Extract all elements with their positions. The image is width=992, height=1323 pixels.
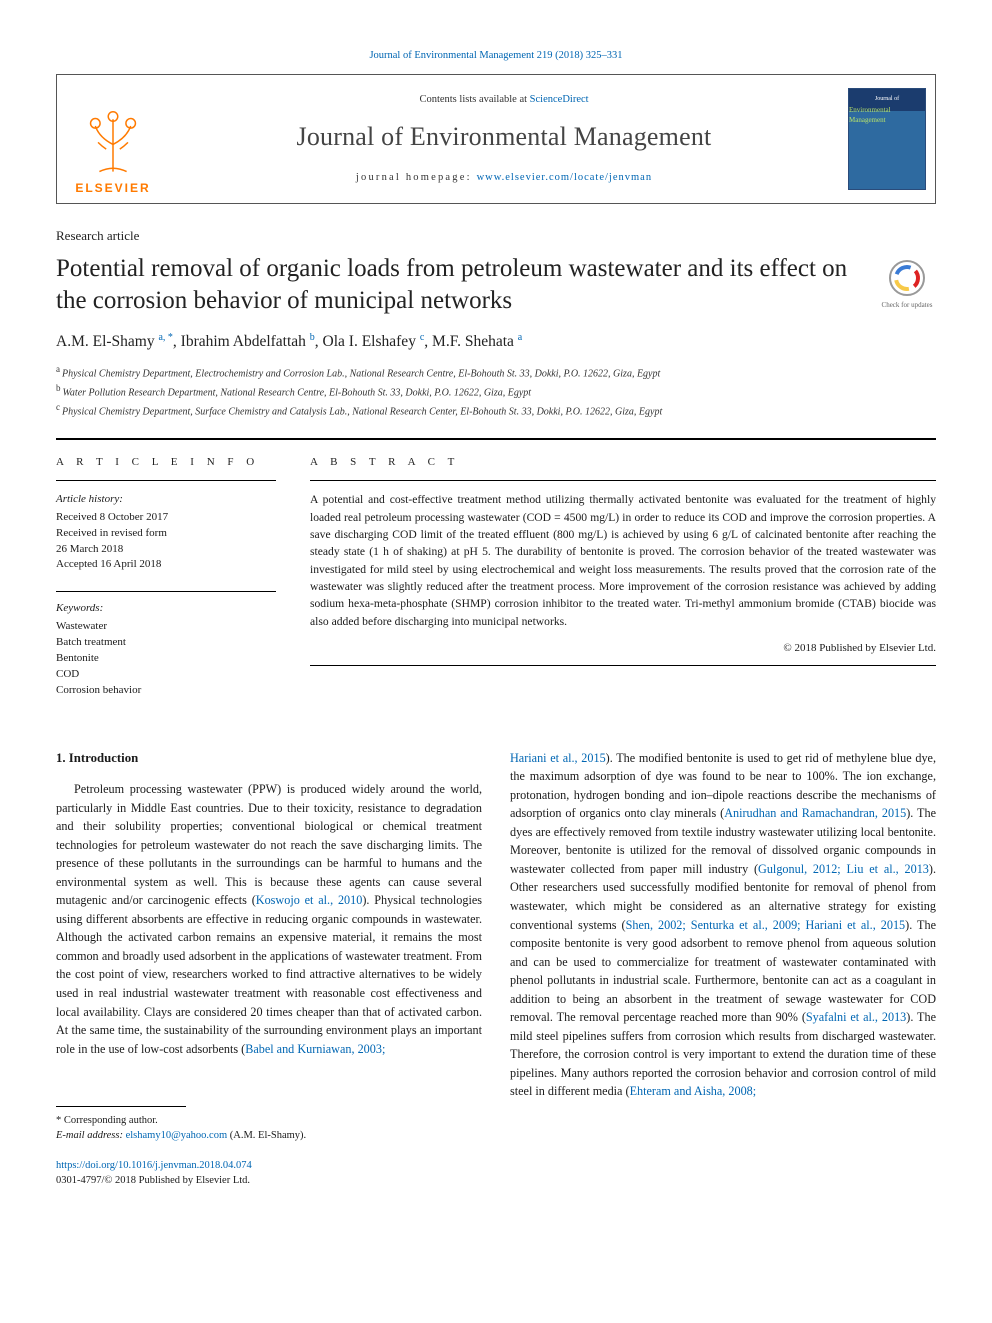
author-3: Ola I. Elshafey [323, 333, 416, 350]
affiliations: aPhysical Chemistry Department, Electroc… [56, 363, 936, 419]
affiliation-c: cPhysical Chemistry Department, Surface … [56, 401, 936, 420]
issn-line: 0301-4797/© 2018 Published by Elsevier L… [56, 1173, 482, 1188]
publisher-wordmark: ELSEVIER [75, 179, 150, 197]
crossmark-icon [887, 258, 927, 298]
affiliation-a: aPhysical Chemistry Department, Electroc… [56, 363, 936, 382]
journal-cover-thumb: Journal of Environmental Management [848, 88, 926, 190]
rule-keywords [56, 591, 276, 592]
rule-abstract [310, 480, 936, 481]
homepage-prefix: journal homepage: [356, 172, 477, 183]
doi-link[interactable]: https://doi.org/10.1016/j.jenvman.2018.0… [56, 1160, 252, 1171]
column-left: 1. Introduction Petroleum processing was… [56, 749, 482, 1189]
abstract-heading: A B S T R A C T [310, 454, 936, 471]
author-email-link[interactable]: elshamy10@yahoo.com [126, 1130, 228, 1141]
footnote-rule [56, 1106, 186, 1107]
affiliation-b: bWater Pollution Research Department, Na… [56, 382, 936, 401]
cover-thumb-cell: Journal of Environmental Management [839, 75, 935, 203]
rule-info [56, 480, 276, 481]
article-info-heading: A R T I C L E I N F O [56, 454, 276, 471]
ref-gulgonul[interactable]: Gulgonul, 2012; Liu et al., 2013 [758, 862, 929, 876]
history-heading: Article history: [56, 491, 276, 508]
rule-below-abstract [310, 665, 936, 666]
journal-header: ELSEVIER Contents lists available at Sci… [56, 74, 936, 204]
sciencedirect-link[interactable]: ScienceDirect [530, 94, 589, 105]
author-1: A.M. El-Shamy [56, 333, 155, 350]
ref-anirudhan[interactable]: Anirudhan and Ramachandran, 2015 [724, 806, 906, 820]
body-columns: 1. Introduction Petroleum processing was… [56, 749, 936, 1189]
cover-line2: Environmental Management [849, 105, 925, 126]
author-2: Ibrahim Abdelfattah [181, 333, 306, 350]
article-title: Potential removal of organic loads from … [56, 253, 936, 316]
section-1-heading: 1. Introduction [56, 749, 482, 768]
author-1-sup[interactable]: a, * [158, 332, 172, 343]
corresponding-author: * Corresponding author. E-mail address: … [56, 1113, 482, 1143]
journal-homepage-line: journal homepage: www.elsevier.com/locat… [356, 170, 652, 186]
journal-homepage-link[interactable]: www.elsevier.com/locate/jenvman [477, 172, 653, 183]
col2-para: Hariani et al., 2015). The modified bent… [510, 749, 936, 1101]
email-label: E-mail address: [56, 1130, 123, 1141]
ref-syafalni[interactable]: Syafalni et al., 2013 [806, 1010, 906, 1024]
intro-para: Petroleum processing wastewater (PPW) is… [56, 780, 482, 1058]
crossmark-label: Check for updates [882, 301, 933, 309]
ref-koswojo[interactable]: Koswojo et al., 2010 [256, 893, 363, 907]
abstract-col: A B S T R A C T A potential and cost-eff… [310, 440, 936, 699]
keywords-heading: Keywords: [56, 600, 276, 617]
corresponding-label: * Corresponding author. [56, 1113, 482, 1128]
header-center: Contents lists available at ScienceDirec… [169, 75, 839, 203]
author-2-sup[interactable]: b [310, 332, 315, 343]
journal-name: Journal of Environmental Management [297, 117, 712, 156]
cover-line1: Journal of [875, 95, 899, 104]
top-citation-link[interactable]: Journal of Environmental Management 219 … [369, 50, 622, 61]
ref-babel[interactable]: Babel and Kurniawan, 2003; [245, 1042, 385, 1056]
authors-line: A.M. El-Shamy a, *, Ibrahim Abdelfattah … [56, 330, 936, 353]
author-4: M.F. Shehata [432, 333, 514, 350]
doi-block: https://doi.org/10.1016/j.jenvman.2018.0… [56, 1158, 482, 1188]
contents-prefix: Contents lists available at [419, 94, 529, 105]
author-4-sup[interactable]: a [518, 332, 522, 343]
author-3-sup[interactable]: c [420, 332, 424, 343]
history-body: Received 8 October 2017 Received in revi… [56, 510, 276, 574]
top-citation: Journal of Environmental Management 219 … [56, 48, 936, 64]
contents-lists-line: Contents lists available at ScienceDirec… [419, 92, 588, 108]
ref-shen[interactable]: Shen, 2002; Senturka et al., 2009; Haria… [626, 918, 906, 932]
abstract-copyright: © 2018 Published by Elsevier Ltd. [310, 640, 936, 657]
publisher-logo-cell: ELSEVIER [57, 75, 169, 203]
article-meta-row: A R T I C L E I N F O Article history: R… [56, 440, 936, 699]
ref-ehteram[interactable]: Ehteram and Aisha, 2008; [630, 1084, 757, 1098]
article-info-col: A R T I C L E I N F O Article history: R… [56, 440, 276, 699]
keywords-body: Wastewater Batch treatment Bentonite COD… [56, 619, 276, 699]
ref-hariani[interactable]: Hariani et al., 2015 [510, 751, 606, 765]
email-name: (A.M. El-Shamy). [227, 1130, 306, 1141]
crossmark-badge[interactable]: Check for updates [878, 258, 936, 311]
column-right: Hariani et al., 2015). The modified bent… [510, 749, 936, 1189]
article-type: Research article [56, 226, 936, 246]
abstract-text: A potential and cost-effective treatment… [310, 491, 936, 630]
elsevier-tree-icon [77, 105, 149, 177]
